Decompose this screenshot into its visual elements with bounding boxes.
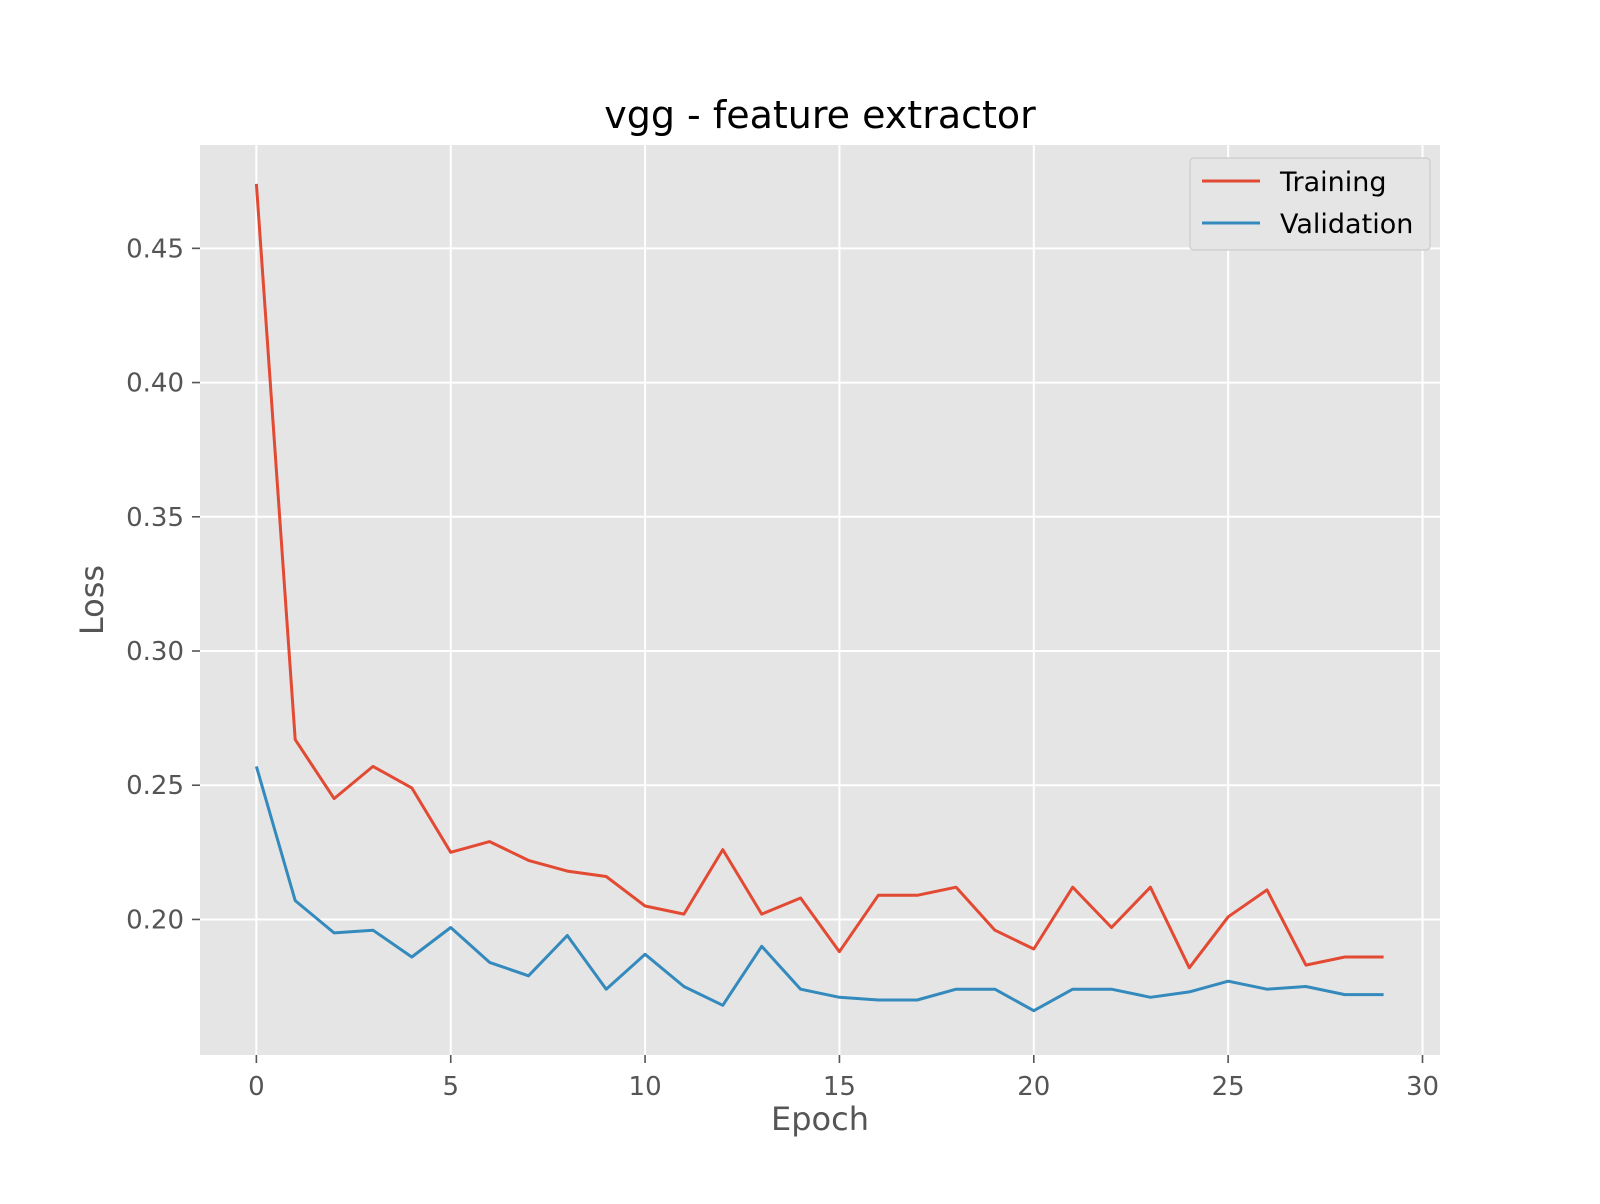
x-tick-label: 15 [823,1072,856,1102]
axis-ticks: 0 5 10 15 20 25 30 0.20 0.25 0.30 0.35 0.40 0.45 [126,234,1439,1102]
grid-lines [200,145,1440,1055]
series-lines [254,183,1384,1013]
y-tick-label: 0.25 [126,771,184,801]
plot-area [200,145,1440,1055]
series-line-training [254,183,1384,970]
y-axis-label: Loss [73,565,111,635]
x-tick-label: 0 [248,1072,265,1102]
y-tick-label: 0.40 [126,369,184,399]
x-tick-label: 20 [1017,1072,1050,1102]
legend-label-training: Training [1279,167,1387,198]
y-tick-label: 0.30 [126,637,184,667]
x-axis-label: Epoch [771,1100,869,1138]
x-tick-label: 10 [629,1072,662,1102]
legend: Training Validation [1189,157,1431,251]
chart-title: vgg - feature extractor [604,93,1036,137]
x-tick-label: 25 [1212,1072,1245,1102]
y-tick-label: 0.20 [126,905,184,935]
series-line-validation [254,765,1384,1013]
x-tick-label: 30 [1406,1072,1439,1102]
y-tick-label: 0.35 [126,503,184,533]
legend-label-validation: Validation [1280,209,1413,240]
x-tick-label: 5 [442,1072,459,1102]
y-tick-label: 0.45 [126,234,184,264]
